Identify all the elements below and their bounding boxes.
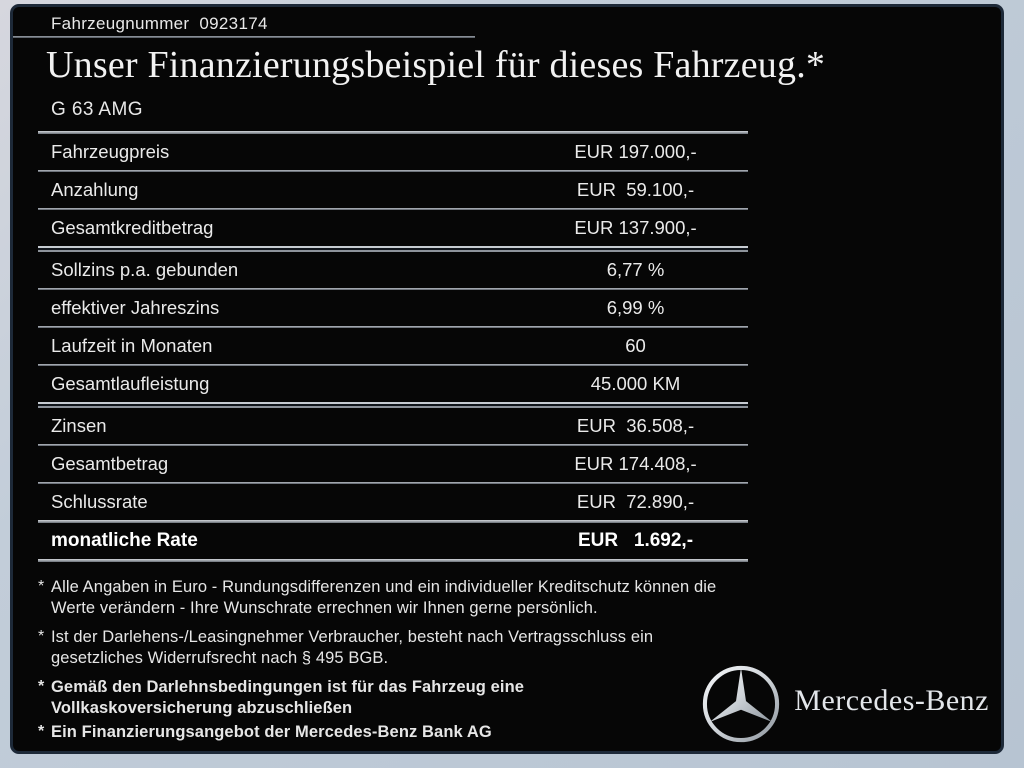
table-row: Gesamtkreditbetrag EUR 137.900,- bbox=[38, 210, 748, 246]
table-row: Fahrzeugpreis EUR 197.000,- bbox=[38, 134, 748, 170]
footnotes: * Alle Angaben in Euro - Rundungsdiffere… bbox=[38, 577, 758, 751]
vehicle-number-label: Fahrzeugnummer bbox=[51, 14, 190, 33]
row-value: 60 bbox=[625, 335, 646, 356]
row-label: Sollzins p.a. gebunden bbox=[51, 259, 239, 280]
row-value: EUR 137.900,- bbox=[574, 217, 697, 238]
vehicle-model: G 63 AMG bbox=[51, 99, 143, 120]
table-row: Laufzeit in Monaten 60 bbox=[38, 328, 748, 364]
asterisk-marker: * bbox=[38, 723, 45, 740]
footnote-line: Vollkaskoversicherung abzuschließen bbox=[51, 699, 353, 717]
row-label: Gesamtkreditbetrag bbox=[51, 217, 214, 238]
footnote: * Ist der Darlehens-/Leasingnehmer Verbr… bbox=[38, 627, 758, 669]
table-row: effektiver Jahreszins 6,99 % bbox=[38, 290, 748, 326]
financing-offer-card: Fahrzeugnummer 0923174 Unser Finanzierun… bbox=[10, 4, 1004, 754]
row-value: EUR 36.508,- bbox=[576, 415, 695, 436]
table-row: Gesamtlaufleistung 45.000 KM bbox=[38, 366, 748, 402]
header-divider bbox=[13, 36, 475, 38]
table-divider bbox=[38, 170, 748, 172]
asterisk-marker: * bbox=[38, 578, 45, 595]
row-label: monatliche Rate bbox=[51, 530, 198, 551]
row-value: EUR 1.692,- bbox=[577, 530, 694, 551]
asterisk-marker: * bbox=[38, 678, 45, 695]
footnote-line: Alle Angaben in Euro - Rundungsdifferenz… bbox=[51, 578, 717, 596]
asterisk-marker: * bbox=[38, 628, 45, 645]
table-row: Sollzins p.a. gebunden 6,77 % bbox=[38, 252, 748, 288]
table-divider bbox=[38, 559, 748, 562]
table-row: Zinsen EUR 36.508,- bbox=[38, 408, 748, 444]
footnote: * Ein Finanzierungsangebot der Mercedes-… bbox=[38, 722, 758, 743]
footnote-line: gesetzliches Widerrufsrecht nach § 495 B… bbox=[51, 649, 389, 667]
footnote-line: Werte verändern - Ihre Wunschrate errech… bbox=[51, 599, 598, 617]
table-divider bbox=[38, 208, 748, 210]
financing-table: Fahrzeugpreis EUR 197.000,- Anzahlung EU… bbox=[38, 131, 748, 562]
footnote-line: Ist der Darlehens-/Leasingnehmer Verbrau… bbox=[51, 628, 654, 646]
footnote-line: Ein Finanzierungsangebot der Mercedes-Be… bbox=[51, 723, 492, 741]
table-divider bbox=[38, 246, 748, 252]
row-value: 6,77 % bbox=[606, 259, 665, 280]
row-label: effektiver Jahreszins bbox=[51, 297, 220, 318]
row-label: Laufzeit in Monaten bbox=[51, 335, 213, 356]
footnote-line: Gemäß den Darlehnsbedingungen ist für da… bbox=[51, 678, 525, 696]
table-divider bbox=[38, 326, 748, 328]
row-value: EUR 59.100,- bbox=[576, 179, 695, 200]
row-value: EUR 197.000,- bbox=[574, 141, 697, 162]
row-label: Zinsen bbox=[51, 415, 107, 436]
footnote: * Gemäß den Darlehnsbedingungen ist für … bbox=[38, 677, 758, 719]
brand-wordmark: Mercedes-Benz bbox=[794, 684, 989, 717]
mercedes-star-icon bbox=[703, 665, 780, 743]
table-divider bbox=[38, 402, 748, 408]
vehicle-number: Fahrzeugnummer 0923174 bbox=[51, 14, 268, 34]
page-title: Unser Finanzierungsbeispiel für dieses F… bbox=[46, 44, 826, 86]
row-label: Gesamtbetrag bbox=[51, 453, 169, 474]
table-divider bbox=[38, 131, 748, 134]
table-row: Gesamtbetrag EUR 174.408,- bbox=[38, 446, 748, 482]
row-value: EUR 174.408,- bbox=[574, 453, 697, 474]
row-label: Fahrzeugpreis bbox=[51, 141, 170, 162]
table-divider bbox=[38, 444, 748, 446]
row-value: 6,99 % bbox=[606, 297, 665, 318]
row-value: 45.000 KM bbox=[590, 373, 681, 394]
row-label: Anzahlung bbox=[51, 179, 139, 200]
row-label: Gesamtlaufleistung bbox=[51, 373, 210, 394]
table-row: Schlussrate EUR 72.890,- bbox=[38, 484, 748, 520]
row-value: EUR 72.890,- bbox=[576, 491, 695, 512]
table-divider bbox=[38, 288, 748, 290]
table-divider bbox=[38, 520, 748, 523]
row-label: Schlussrate bbox=[51, 491, 148, 512]
table-divider bbox=[38, 364, 748, 366]
table-divider bbox=[38, 482, 748, 484]
table-row: Anzahlung EUR 59.100,- bbox=[38, 172, 748, 208]
brand-block: Mercedes-Benz bbox=[700, 663, 989, 745]
vehicle-number-value: 0923174 bbox=[199, 14, 268, 33]
table-row-monthly-rate: monatliche Rate EUR 1.692,- bbox=[38, 523, 748, 559]
footnote: * Alle Angaben in Euro - Rundungsdiffere… bbox=[38, 577, 758, 619]
